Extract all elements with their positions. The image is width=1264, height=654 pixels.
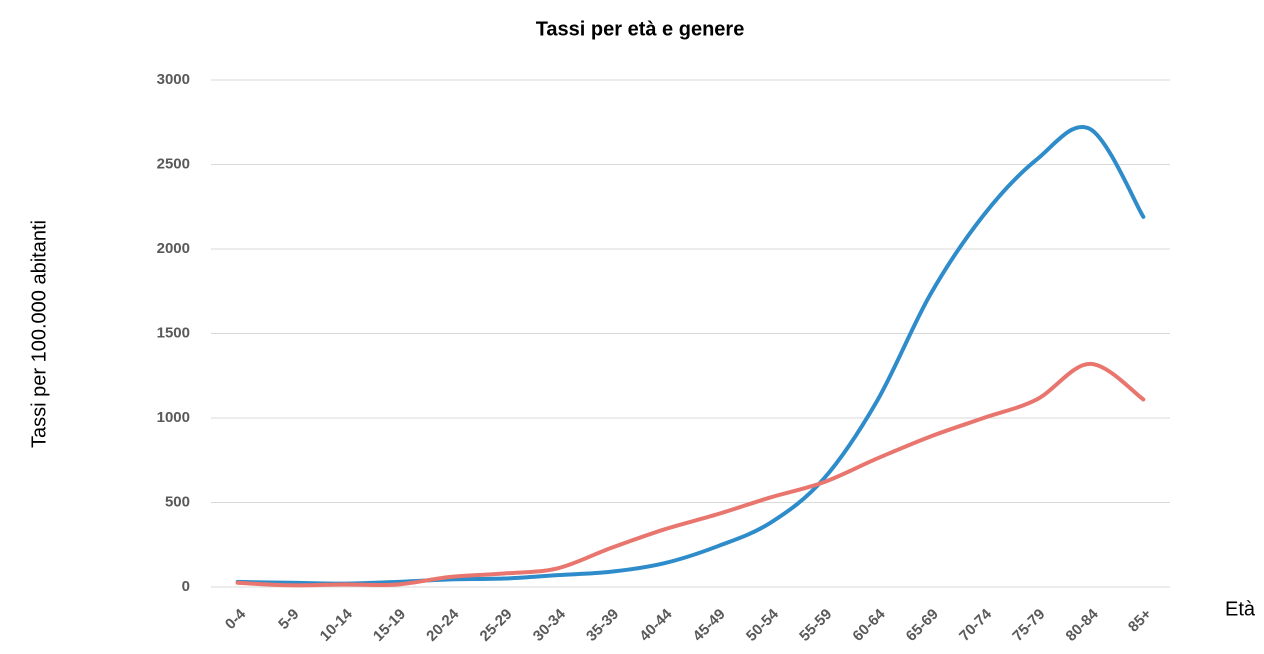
x-tick-label: 10-14 [317, 605, 357, 645]
x-tick-label: 20-24 [423, 605, 463, 645]
y-tick-label: 2500 [157, 155, 190, 172]
line-series [235, 361, 1146, 588]
x-tick-label: 25-29 [477, 606, 516, 645]
x-tick-label: 0-4 [222, 605, 250, 633]
x-tick-label: 60-64 [849, 605, 889, 645]
x-tick-label: 55-59 [796, 606, 835, 645]
x-tick-label: 15-19 [370, 606, 409, 645]
y-tick-label: 1000 [157, 409, 190, 426]
y-tick-label: 2000 [157, 240, 190, 257]
x-axis-label: Età [1225, 598, 1256, 620]
y-tick-label: 0 [182, 578, 190, 595]
x-tick-label: 85+ [1125, 605, 1155, 635]
x-tick-label: 65-69 [903, 606, 942, 645]
x-tick-label: 30-34 [530, 605, 570, 645]
x-tick-label: 70-74 [956, 605, 996, 645]
y-tick-label: 1500 [157, 324, 190, 341]
line-series [235, 125, 1146, 586]
y-axis-label: Tassi per 100.000 abitanti [28, 220, 50, 448]
x-tick-label: 35-39 [583, 606, 622, 645]
chart-title: Tassi per età e genere [536, 18, 745, 40]
y-tick-label: 3000 [157, 71, 190, 88]
x-tick-label: 5-9 [275, 606, 302, 633]
x-tick-label: 45-49 [690, 606, 729, 645]
x-tick-label: 50-54 [743, 605, 783, 645]
x-tick-label: 75-79 [1009, 606, 1048, 645]
x-tick-label: 80-84 [1063, 605, 1103, 645]
x-tick-label: 40-44 [636, 605, 676, 645]
y-tick-label: 500 [165, 493, 190, 510]
